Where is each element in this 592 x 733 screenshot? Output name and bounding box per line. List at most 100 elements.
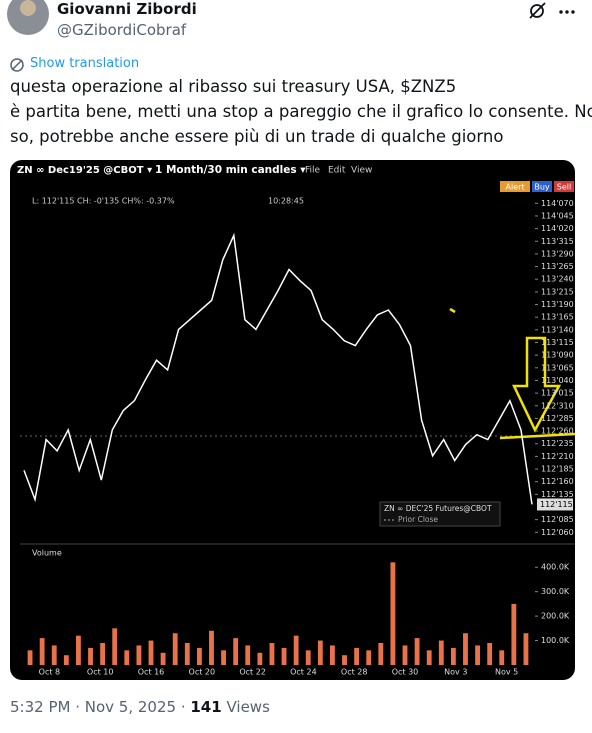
y-tick-label: 112'185 [541,465,574,474]
y-tick-label: 112'235 [541,439,574,448]
author-handle[interactable]: @GZibordiCobraf [57,21,187,39]
volume-tick-label: 400.0K [541,563,570,572]
volume-bar [88,647,93,665]
legend-title: ZN ∞ DEC'25 Futures@CBOT [384,504,492,513]
avatar[interactable] [7,0,49,35]
volume-bar [39,638,45,665]
y-tick-label: 112'310 [541,401,574,410]
author-name[interactable]: Giovanni Zibordi [57,0,197,18]
period[interactable]: 1 Month/30 min candles ▾ [155,164,306,176]
volume-bar [475,645,480,665]
chart-image[interactable] [10,160,575,680]
annotation-arrow [449,307,576,440]
x-tick-label: Oct 20 [189,668,216,677]
volume-bar [354,647,360,665]
y-tick-label: 113'115 [541,338,574,347]
y-tick-label: 112'160 [541,477,574,486]
volume-bar [184,643,190,665]
tweet-text: questa operazione al ribasso sui treasur… [10,77,457,96]
info-line: L: 112'115 CH: -0'135 CH%: -0.37% [32,197,175,206]
y-tick-label: 113'040 [541,376,574,385]
menu[interactable]: View [351,166,372,176]
y-tick-label: 113'165 [541,313,574,322]
volume-bar [245,645,251,665]
last-price-tag [537,498,573,511]
view-count: 141 [190,698,222,716]
volume-bar [269,643,275,665]
volume-bar [511,603,517,665]
volume-bar [221,650,226,665]
volume-bar [112,628,118,665]
y-tick-label: 112'210 [541,452,574,461]
volume-bar [63,655,69,665]
volume-bar [414,638,420,665]
volume-bar [426,650,432,665]
y-tick-label: 114'020 [541,224,574,233]
volume-bar [450,647,456,665]
volume-bar [378,643,384,665]
y-tick-label: 113'140 [541,325,574,334]
menu[interactable]: Edit [328,166,346,176]
symbol[interactable]: ZN ∞ Dec19'25 @CBOT ▾ [17,165,152,176]
volume-bar [330,645,335,665]
price-line [23,232,533,505]
volume-bar [76,635,81,665]
y-tick-label: 113'190 [541,300,574,309]
volume-tick-label: 200.0K [541,612,570,621]
show-translation[interactable]: Show translation [30,56,140,71]
translate-icon [10,58,24,72]
volume-bar [209,630,214,665]
tweet-time[interactable]: 5:32 PM [10,698,71,716]
legend-item: Prior Close [398,515,438,524]
tweet-text: so, potrebbe anche essere più di un trad… [10,127,504,146]
y-tick-label: 113'290 [541,249,574,258]
volume-bar [390,562,396,665]
x-tick-label: Oct 8 [39,668,60,677]
y-tick-label: 112'285 [541,414,574,423]
y-tick-label: 112'085 [541,515,574,524]
buy-button[interactable] [532,181,552,192]
volume-title: Volume [32,549,62,558]
volume-bar [233,638,239,665]
menu[interactable]: File [305,166,321,176]
x-tick-label: Oct 28 [341,668,368,677]
alert-button[interactable] [500,181,530,192]
volume-bar [523,633,529,665]
x-tick-label: Oct 16 [138,668,165,677]
x-tick-label: Oct 24 [290,668,317,677]
volume-bar [305,650,311,665]
x-tick-label: Nov 3 [444,668,467,677]
y-tick-label: 113'015 [541,389,574,398]
alert-label: Alert [505,183,524,192]
volume-bar [463,633,468,665]
grok-icon[interactable] [529,2,546,19]
volume-bar [317,640,323,665]
more-icon[interactable] [559,10,575,14]
last-price-label: 112'115 [540,500,573,509]
x-tick-label: Oct 30 [392,668,419,677]
volume-bar [148,640,154,665]
volume-tick-label: 300.0K [541,587,570,596]
volume-bar [27,650,33,665]
volume-bar [172,633,178,665]
y-tick-label: 113'240 [541,275,574,284]
sell-label: Sell [557,183,571,192]
volume-bar [51,645,57,665]
volume-bar [487,643,493,665]
volume-bar [196,647,202,665]
y-tick-label: 113'265 [541,262,574,271]
x-tick-label: Nov 5 [495,668,518,677]
volume-bar [293,635,299,665]
volume-bar [438,640,444,665]
views-label: Views [226,698,270,716]
y-tick-label: 112'135 [541,490,574,499]
tweet-date[interactable]: Nov 5, 2025 [84,698,177,716]
volume-bar [281,647,287,665]
sell-button[interactable] [554,181,574,192]
legend-box [379,501,501,527]
y-tick-label: 113'065 [541,363,574,372]
tweet-text: è partita bene, metti una stop a pareggi… [10,102,592,121]
